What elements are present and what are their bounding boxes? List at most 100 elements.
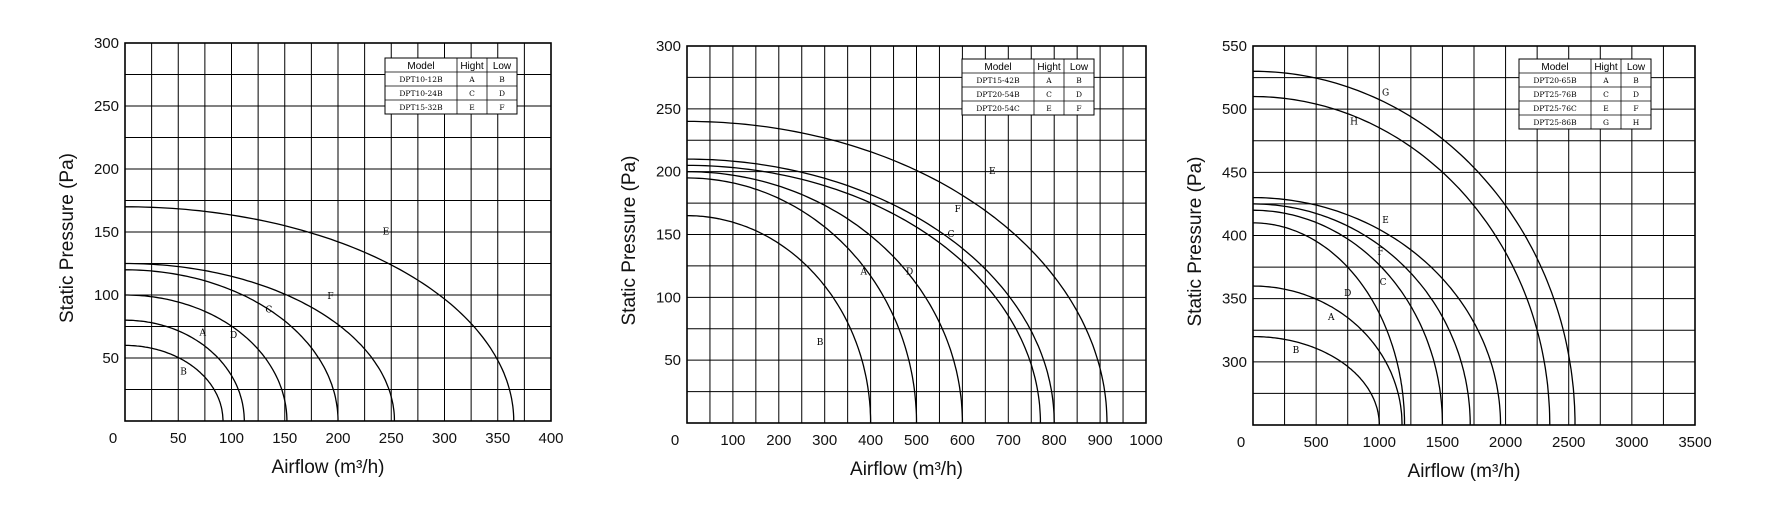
- series-label-F: F: [955, 205, 961, 215]
- legend-cell: A: [1045, 76, 1052, 85]
- y-tick-label: 300: [1222, 354, 1247, 371]
- series-curve-G: [1253, 70, 1576, 425]
- series-curve-C: [1252, 209, 1444, 425]
- x-tick-label: 1000: [1363, 434, 1396, 451]
- legend-cell: D: [1633, 90, 1639, 99]
- legend-cell: DPT20-65B: [1533, 76, 1577, 85]
- legend-cell: B: [1633, 76, 1639, 85]
- x-axis-title: Airflow (m³/h): [1408, 461, 1521, 482]
- legend-header: Low: [1627, 62, 1646, 73]
- legend-header: Low: [1070, 62, 1089, 73]
- x-tick-label: 150: [272, 430, 297, 447]
- y-tick-label: 150: [94, 224, 119, 241]
- x-axis-title: Airflow (m³/h): [850, 459, 963, 480]
- y-tick-label: 500: [1222, 101, 1247, 118]
- legend-header: Hight: [1594, 62, 1618, 73]
- x-tick-label: 300: [812, 432, 837, 449]
- x-tick-label: 800: [1042, 432, 1067, 449]
- legend-table: Model Hight Low DPT15-42B A B DPT20-54B C D DPT20…: [961, 58, 1095, 116]
- legend-header: Hight: [1037, 62, 1061, 73]
- legend-cell: C: [469, 89, 475, 98]
- x-tick-label: 250: [379, 430, 404, 447]
- series-label-F: F: [327, 292, 333, 302]
- legend-cell: A: [1602, 76, 1609, 85]
- legend-cell: C: [1603, 90, 1609, 99]
- legend-cell: DPT10-24B: [399, 89, 443, 98]
- legend-cell: B: [499, 75, 505, 84]
- chart-2: 0 100 200 300 400 500 600 700 800 900 1000 50 100 150…: [619, 38, 1163, 480]
- series-label-F: F: [1377, 247, 1383, 257]
- legend-cell: DPT25-86B: [1533, 118, 1577, 127]
- series-label-E: E: [989, 167, 996, 177]
- legend-box: [1518, 58, 1652, 130]
- y-tick-label: 300: [656, 38, 681, 55]
- curves: B A D C F E H G: [1252, 70, 1576, 426]
- x-tick-label: 900: [1088, 432, 1113, 449]
- legend-header: Model: [984, 62, 1011, 73]
- series-curve-F: [1252, 203, 1471, 425]
- x-tick-label: 3000: [1615, 434, 1648, 451]
- x-tick-label: 700: [996, 432, 1021, 449]
- series-label-D: D: [906, 268, 913, 278]
- series-label-A: A: [859, 268, 867, 278]
- series-curve-B: [1253, 335, 1380, 425]
- legend-header: Hight: [460, 61, 484, 72]
- series-curve-C: [687, 164, 1042, 423]
- series-label-H: H: [1350, 117, 1358, 127]
- series-label-C: C: [265, 306, 272, 316]
- series-curve-B: [125, 344, 224, 421]
- y-tick-label: 200: [94, 161, 119, 178]
- series-label-D: D: [1344, 289, 1351, 299]
- series-label-D: D: [230, 331, 237, 341]
- series-curve-B: [686, 214, 872, 423]
- legend-header: Model: [407, 61, 434, 72]
- series-label-C: C: [1380, 278, 1387, 288]
- legend-cell: G: [1603, 118, 1609, 127]
- y-tick-label: 450: [1222, 164, 1247, 181]
- y-tick-label: 50: [664, 352, 681, 369]
- x-tick-label: 350: [485, 430, 510, 447]
- legend-cell: D: [499, 89, 505, 98]
- legend-cell: D: [1076, 90, 1082, 99]
- series-curve-F: [687, 158, 1055, 424]
- series-label-G: G: [1382, 88, 1389, 98]
- y-axis-title: Static Pressure (Pa): [1185, 157, 1206, 327]
- x-tick-label: 1500: [1426, 434, 1459, 451]
- chart-1: 0 50 100 150 200 250 300 350 400 50 100 150 200 250 30…: [57, 35, 564, 478]
- x-tick-label: 2500: [1552, 434, 1585, 451]
- series-label-B: B: [1293, 346, 1300, 356]
- x-tick-label: 600: [950, 432, 975, 449]
- y-tick-label: 100: [94, 287, 119, 304]
- series-curve-A: [125, 319, 245, 421]
- legend-cell: DPT25-76B: [1533, 90, 1577, 99]
- legend-cell: F: [1633, 104, 1638, 113]
- legend-cell: C: [1046, 90, 1052, 99]
- chart-3: 0 500 1000 1500 2000 2500 3000 3500 300 350 400 450…: [1185, 38, 1712, 482]
- y-tick-label: 50: [102, 350, 119, 367]
- series-curve-E: [1253, 196, 1502, 425]
- legend-cell: E: [1603, 104, 1608, 113]
- legend-cell: F: [499, 103, 504, 112]
- x-tick-label: 500: [1304, 434, 1329, 451]
- x-tick-label: 0: [1237, 434, 1245, 451]
- series-curve-H: [1252, 95, 1551, 426]
- legend-cell: H: [1633, 118, 1640, 127]
- y-tick-label: 300: [94, 35, 119, 52]
- x-tick-label: 200: [766, 432, 791, 449]
- series-label-A: A: [198, 328, 206, 338]
- curves: B A D C F E: [686, 120, 1108, 424]
- x-tick-label: 0: [671, 432, 679, 449]
- legend-cell: DPT20-54B: [976, 90, 1020, 99]
- plot-frame: [1252, 45, 1696, 426]
- x-tick-label: 400: [538, 430, 563, 447]
- legend-cell: A: [468, 75, 475, 84]
- x-tick-label: 100: [219, 430, 244, 447]
- y-tick-label: 250: [94, 98, 119, 115]
- series-curve-E: [687, 120, 1108, 424]
- x-tick-label: 500: [904, 432, 929, 449]
- y-tick-label: 250: [656, 101, 681, 118]
- series-label-B: B: [180, 367, 187, 377]
- legend-cell: DPT25-76C: [1533, 104, 1577, 113]
- y-tick-label: 100: [656, 289, 681, 306]
